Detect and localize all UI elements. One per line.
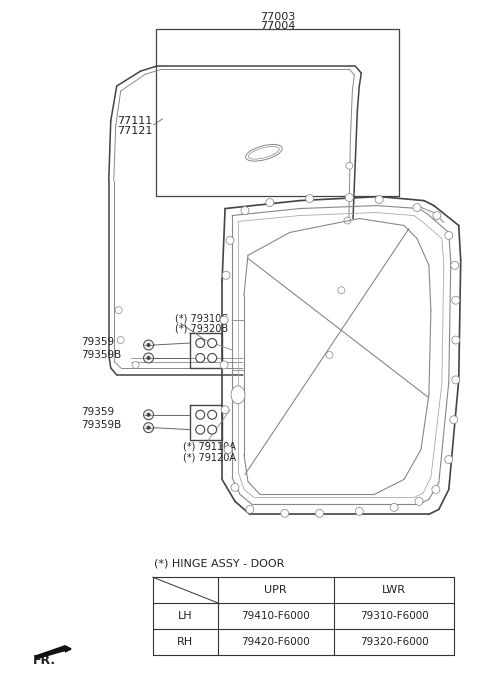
Circle shape xyxy=(413,203,421,212)
Text: 79420-F6000: 79420-F6000 xyxy=(241,637,310,647)
Ellipse shape xyxy=(231,386,245,404)
Text: LH: LH xyxy=(178,611,192,621)
Circle shape xyxy=(196,354,204,363)
Circle shape xyxy=(146,413,151,417)
Text: (*) 79120A: (*) 79120A xyxy=(183,452,236,463)
Text: 79320-F6000: 79320-F6000 xyxy=(360,637,429,647)
Circle shape xyxy=(241,207,249,214)
Text: (*) 79110A: (*) 79110A xyxy=(183,441,236,452)
Circle shape xyxy=(196,410,204,419)
Circle shape xyxy=(306,195,313,203)
Circle shape xyxy=(115,307,122,314)
Text: (*) HINGE ASSY - DOOR: (*) HINGE ASSY - DOOR xyxy=(155,558,285,568)
Text: (*) 79320B: (*) 79320B xyxy=(175,323,228,333)
Circle shape xyxy=(208,354,216,363)
Circle shape xyxy=(132,361,139,368)
Text: (*) 79310C: (*) 79310C xyxy=(175,313,228,323)
Polygon shape xyxy=(244,219,431,494)
Circle shape xyxy=(146,356,151,360)
Circle shape xyxy=(231,484,239,491)
Text: 79359: 79359 xyxy=(81,406,114,417)
Circle shape xyxy=(224,445,232,454)
Circle shape xyxy=(338,287,345,294)
Circle shape xyxy=(450,416,458,424)
Circle shape xyxy=(344,217,351,224)
Circle shape xyxy=(315,509,324,517)
Circle shape xyxy=(208,338,216,347)
Circle shape xyxy=(222,271,230,279)
Circle shape xyxy=(326,351,333,358)
Circle shape xyxy=(221,406,229,413)
Text: RH: RH xyxy=(177,637,193,647)
Circle shape xyxy=(266,198,274,207)
Circle shape xyxy=(144,340,154,350)
Text: 79410-F6000: 79410-F6000 xyxy=(241,611,310,621)
Circle shape xyxy=(445,456,453,464)
Circle shape xyxy=(445,232,453,239)
Text: 77003: 77003 xyxy=(260,13,295,22)
Circle shape xyxy=(355,507,363,515)
Polygon shape xyxy=(36,646,71,658)
Text: 79359: 79359 xyxy=(81,337,114,347)
Text: FR.: FR. xyxy=(33,654,56,667)
Circle shape xyxy=(452,296,460,304)
Circle shape xyxy=(346,162,353,169)
Circle shape xyxy=(451,261,459,269)
Circle shape xyxy=(415,498,423,505)
Circle shape xyxy=(196,425,204,434)
Text: UPR: UPR xyxy=(264,585,287,595)
Text: 79359B: 79359B xyxy=(81,350,121,360)
Text: LWR: LWR xyxy=(382,585,406,595)
Text: 79359B: 79359B xyxy=(81,420,121,429)
Circle shape xyxy=(390,503,398,512)
Circle shape xyxy=(432,485,440,493)
Circle shape xyxy=(220,316,228,324)
Text: 77121: 77121 xyxy=(117,126,153,136)
Circle shape xyxy=(208,410,216,419)
Circle shape xyxy=(226,237,234,244)
Circle shape xyxy=(208,425,216,434)
Circle shape xyxy=(375,196,383,203)
Circle shape xyxy=(452,376,460,384)
Circle shape xyxy=(117,337,124,344)
Circle shape xyxy=(146,343,151,347)
Ellipse shape xyxy=(246,145,282,161)
Circle shape xyxy=(220,361,228,369)
Circle shape xyxy=(281,509,288,517)
Circle shape xyxy=(146,426,151,429)
Circle shape xyxy=(246,505,254,514)
Circle shape xyxy=(346,193,353,202)
Circle shape xyxy=(144,353,154,363)
Circle shape xyxy=(452,336,460,344)
Circle shape xyxy=(196,338,204,347)
Text: 79310-F6000: 79310-F6000 xyxy=(360,611,429,621)
Text: 77111: 77111 xyxy=(117,116,153,126)
Text: 77004: 77004 xyxy=(260,22,296,31)
Circle shape xyxy=(144,422,154,433)
Circle shape xyxy=(144,410,154,420)
Circle shape xyxy=(433,212,441,219)
